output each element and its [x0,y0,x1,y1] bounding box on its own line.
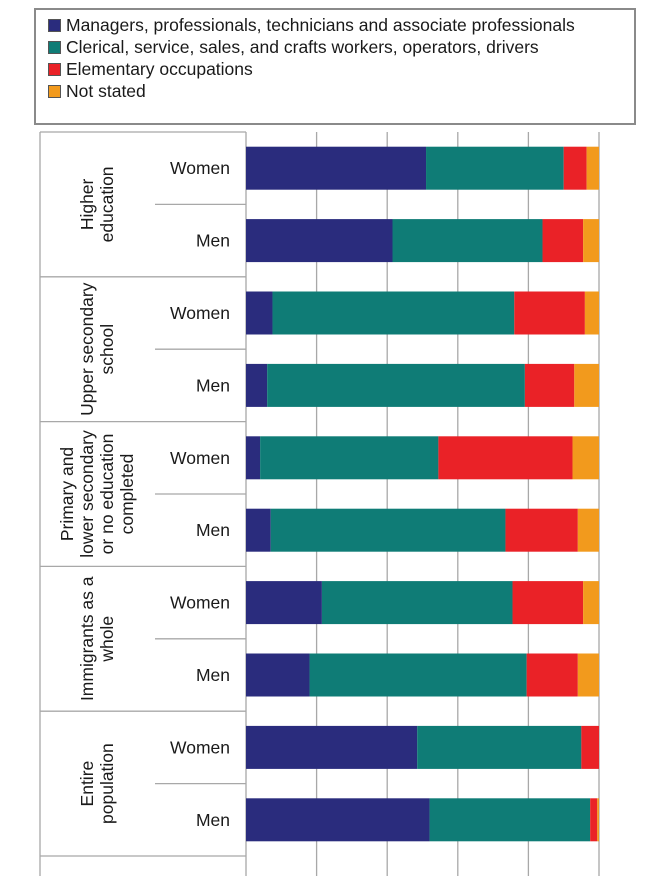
bar-segment [270,508,506,552]
legend-item-not-stated: Not stated [48,80,634,102]
group-label: school [97,324,117,375]
bar-label: Men [196,375,230,395]
bar-segment [572,436,599,480]
legend-swatch-managers [48,18,61,32]
group-label: Immigrants as a [77,576,97,701]
bar-segment [246,291,273,335]
bar-segment [272,291,515,335]
group-label: Higher [77,178,97,230]
bar-label: Women [170,448,230,468]
bar-label: Men [196,231,230,251]
legend-label-managers: Managers, professionals, technicians and… [66,14,575,35]
bar-label: Men [196,520,230,540]
group-label: whole [97,616,117,663]
group-label: completed [117,454,137,535]
legend-item-clerical: Clerical, service, sales, and crafts wor… [48,36,634,58]
bar-segment [429,798,591,842]
bar-segment [321,581,513,625]
group-label: lower secondary [77,430,97,558]
bar-segment [574,363,599,407]
bar-segment [563,146,587,190]
bar-segment [246,653,310,697]
bar-segment [584,291,599,335]
bar-segment [246,219,393,263]
legend-swatch-elementary [48,62,61,76]
bar-segment [438,436,573,480]
bar-segment [246,798,430,842]
group-label: education [97,166,117,242]
bar-segment [542,219,584,263]
legend-swatch-not-stated [48,84,61,98]
bar-label: Men [196,810,230,830]
bar-label: Women [170,303,230,323]
bar-segment [260,436,439,480]
bar-segment [392,219,543,263]
bar-label: Women [170,737,230,757]
bar-segment [505,508,578,552]
bar-segment [309,653,527,697]
bar-segment [426,146,564,190]
legend-label-not-stated: Not stated [66,80,146,101]
legend-label-elementary: Elementary occupations [66,58,253,79]
bar-segment [267,363,525,407]
bar-label: Men [196,665,230,685]
bar-segment [246,363,268,407]
bar-segment [514,291,585,335]
legend-label-clerical: Clerical, service, sales, and crafts wor… [66,36,539,57]
legend-swatch-clerical [48,40,61,54]
bar-segment [577,653,599,697]
bar-label: Women [170,158,230,178]
bar-segment [246,146,427,190]
bar-label: Women [170,593,230,613]
bar-segment [597,798,599,842]
bar-segment [512,581,584,625]
bar-segment [583,219,599,263]
bar-segment [246,508,271,552]
bar-segment [417,725,582,769]
bar-segment [590,798,598,842]
group-label: population [97,743,117,824]
group-label: Entire [77,761,97,807]
bar-segment [246,725,418,769]
legend-item-elementary: Elementary occupations [48,58,634,80]
bar-segment [246,436,261,480]
bar-segment [583,581,599,625]
group-label: Upper secondary [77,282,97,416]
bar-segment [246,581,322,625]
bar-segment [586,146,599,190]
bar-segment [581,725,599,769]
bar-segment [524,363,575,407]
bar-segment [526,653,578,697]
chart-legend: Managers, professionals, technicians and… [34,8,636,125]
bar-segment [577,508,599,552]
legend-item-managers: Managers, professionals, technicians and… [48,14,634,36]
group-label: Primary and [57,447,77,541]
group-label: or no education [97,434,117,555]
